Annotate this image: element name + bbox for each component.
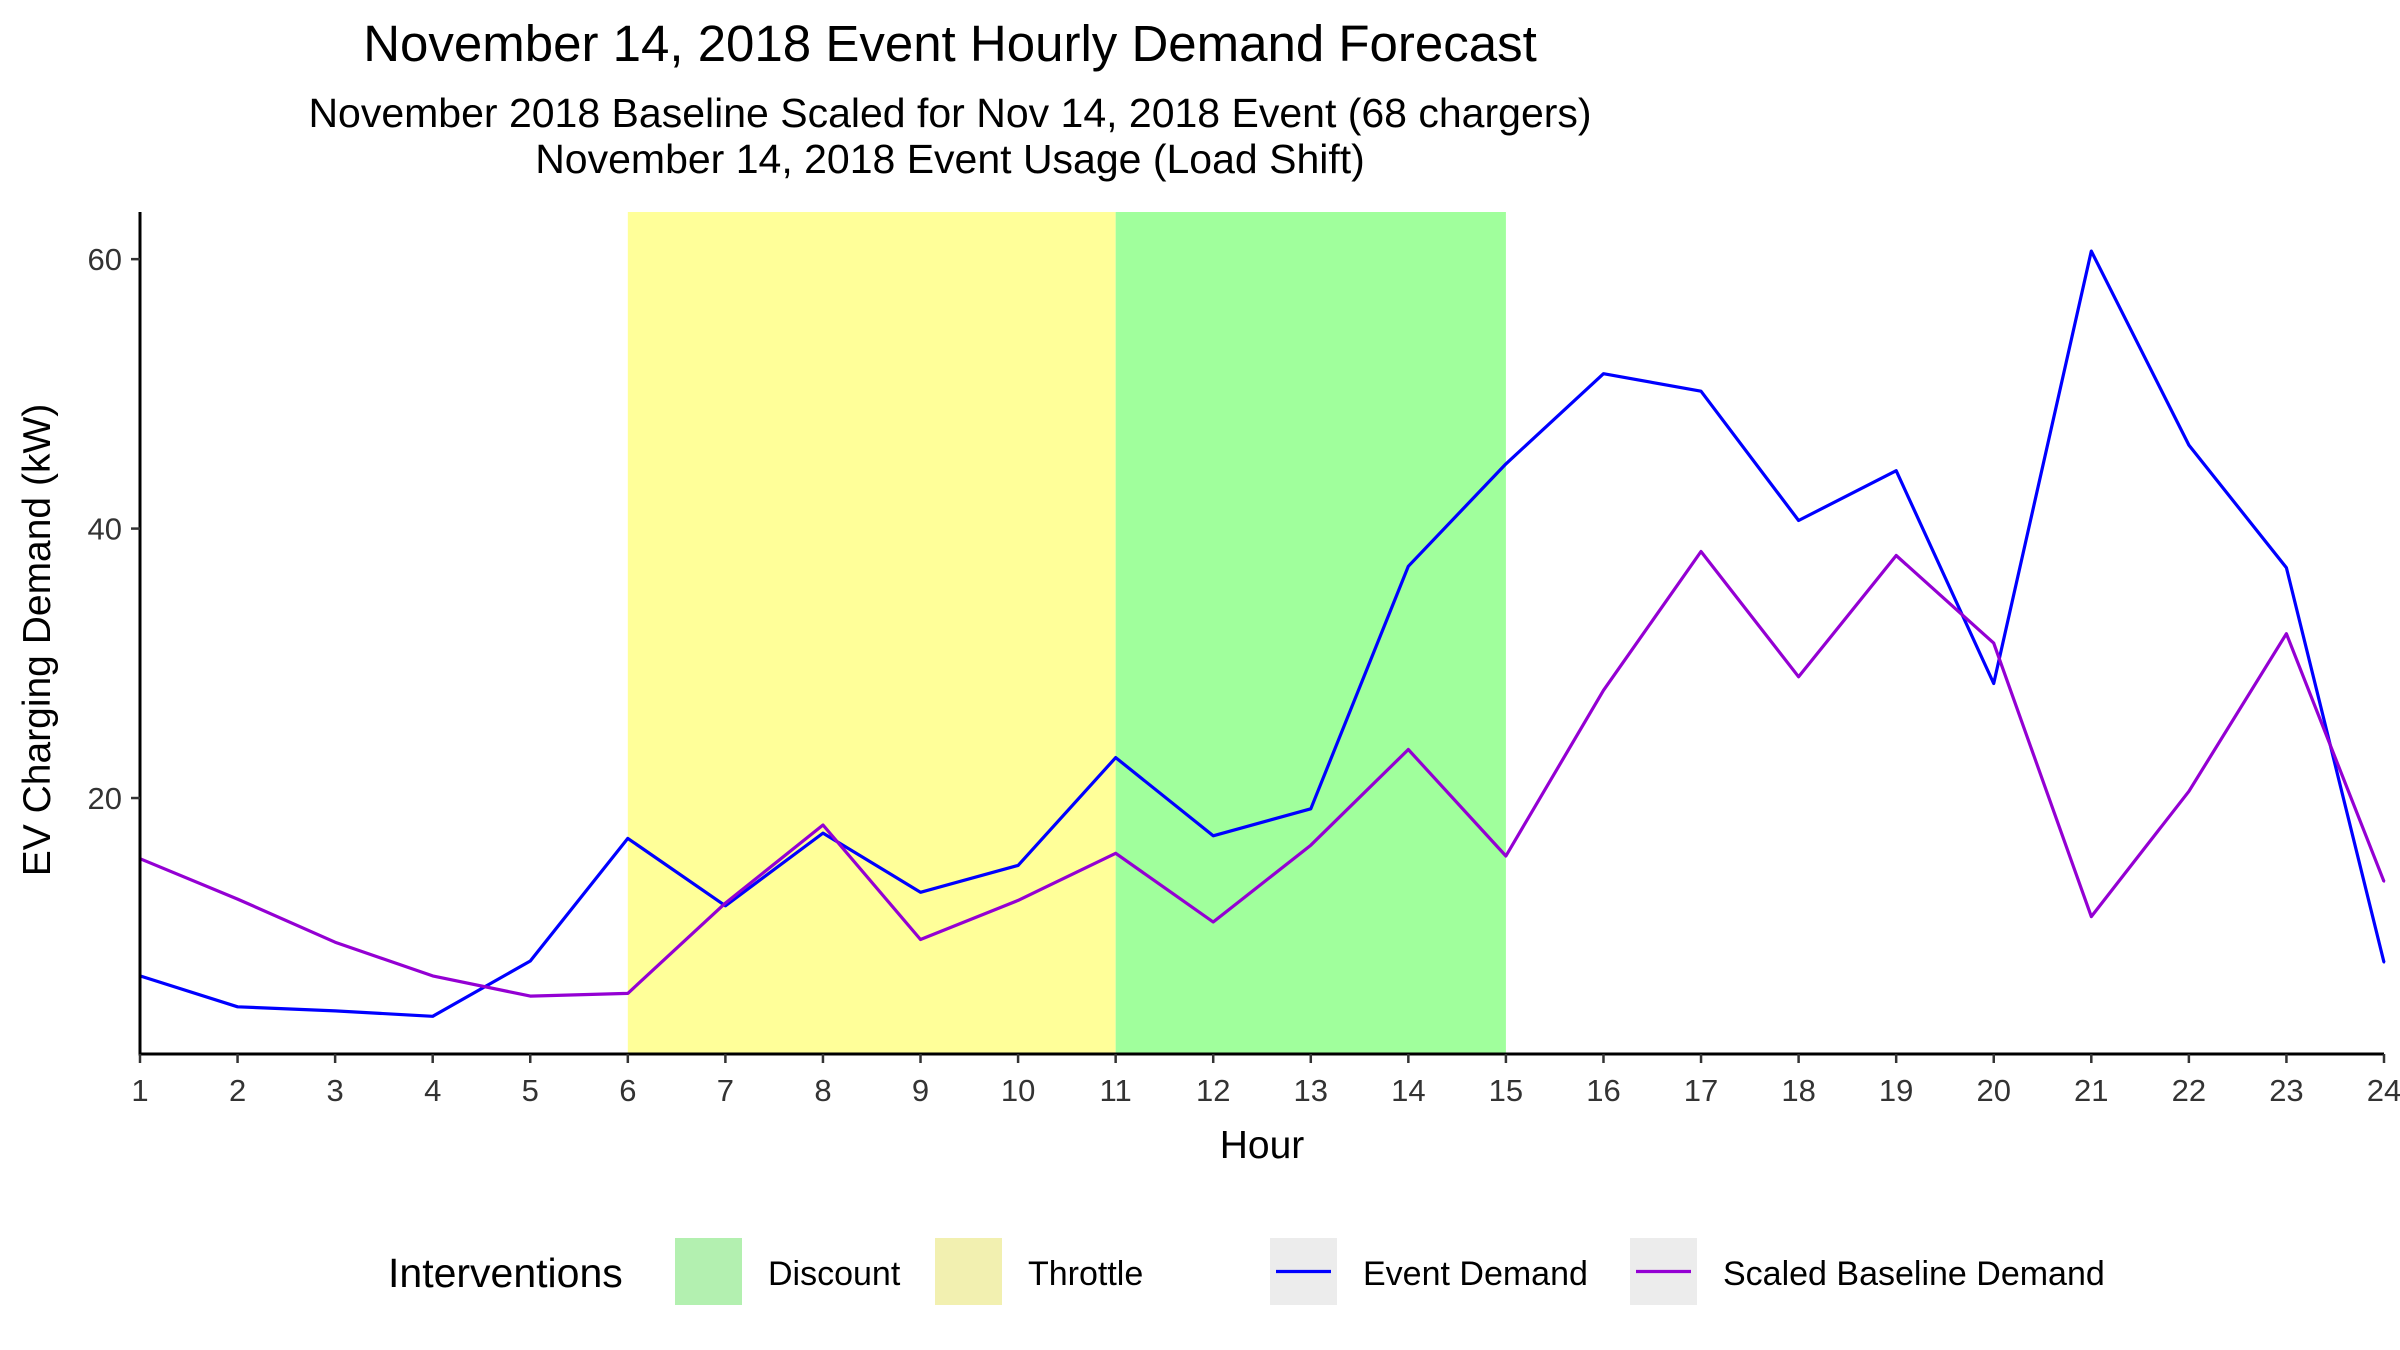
event-demand-point	[2090, 249, 2093, 253]
x-axis-title: Hour	[1220, 1124, 1305, 1167]
event-demand-point	[1016, 864, 1020, 867]
scaled-baseline-demand-point	[2285, 632, 2288, 635]
scaled-baseline-demand-point	[2382, 880, 2386, 883]
event-demand-point	[919, 891, 922, 894]
x-tick-label: 8	[814, 1073, 831, 1108]
event-demand-point	[1992, 682, 1995, 685]
x-tick-label: 23	[2269, 1073, 2303, 1108]
scaled-baseline-demand-point	[1212, 920, 1215, 924]
x-tick-label: 4	[424, 1073, 441, 1108]
y-tick-label: 40	[88, 512, 122, 547]
chart-subtitle-line-1: November 2018 Baseline Scaled for Nov 14…	[308, 90, 1592, 136]
scaled-baseline-demand-point	[1602, 689, 1605, 692]
event-demand-point	[2382, 961, 2386, 964]
x-tick-label: 7	[717, 1073, 734, 1108]
discount-band	[1115, 212, 1506, 1054]
event-demand-point	[1894, 469, 1898, 472]
event-demand-point	[1602, 372, 1605, 375]
x-tick-label: 6	[619, 1073, 636, 1108]
x-tick-label: 11	[1100, 1073, 1132, 1108]
discount-legend-label: Discount	[768, 1255, 901, 1293]
chart-title: November 14, 2018 Event Hourly Demand Fo…	[363, 15, 1537, 72]
x-tick-label: 1	[131, 1073, 148, 1108]
x-tick-label: 18	[1781, 1073, 1815, 1108]
chart-subtitle-line-2: November 14, 2018 Event Usage (Load Shif…	[535, 136, 1365, 182]
x-tick-label: 12	[1196, 1073, 1230, 1108]
legend: Interventions Discount Throttle Event Dema…	[388, 1238, 2105, 1305]
scaled-baseline-demand-line	[139, 549, 2386, 998]
x-tick-label: 24	[2367, 1073, 2400, 1108]
event-demand-point	[2285, 566, 2288, 569]
event-demand-point	[2187, 443, 2191, 447]
x-tick-label: 2	[229, 1073, 246, 1108]
scaled-baseline-demand-point	[1797, 675, 1800, 678]
event-demand-point	[1309, 807, 1312, 811]
x-tick-label: 14	[1391, 1073, 1425, 1108]
x-tick-label: 10	[1001, 1073, 1035, 1108]
x-tick-label: 13	[1294, 1073, 1328, 1108]
event-demand-point	[1114, 756, 1117, 759]
x-axis-ticks: 1 2 3 4 5 6 7 8 9 10 11 12 13 14 15 16 17 18 19 20 21 22 23 24	[131, 1054, 2400, 1108]
x-tick-label: 22	[2172, 1073, 2206, 1108]
series-lines	[138, 249, 2386, 1018]
scaled-baseline-demand-point	[236, 897, 239, 901]
scaled-baseline-demand-legend-label: Scaled Baseline Demand	[1723, 1255, 2105, 1293]
scaled-baseline-demand-point	[1504, 854, 1508, 858]
x-tick-label: 9	[912, 1073, 929, 1108]
x-tick-label: 3	[327, 1073, 344, 1108]
scaled-baseline-demand-point	[1016, 899, 1020, 902]
scaled-baseline-demand-point	[626, 992, 630, 995]
x-tick-label: 15	[1489, 1073, 1523, 1108]
throttle-band	[627, 212, 1116, 1054]
x-tick-label: 19	[1879, 1073, 1913, 1108]
scaled-baseline-demand-point	[1894, 554, 1898, 557]
event-demand-point	[236, 1005, 239, 1009]
event-demand-point	[333, 1009, 337, 1013]
throttle-legend-key	[935, 1238, 1002, 1305]
legend-title: Interventions	[388, 1250, 623, 1296]
event-demand-point	[1797, 519, 1800, 522]
x-tick-label: 16	[1586, 1073, 1620, 1108]
event-demand-point	[431, 1015, 434, 1018]
throttle-legend-label: Throttle	[1028, 1255, 1143, 1293]
scaled-baseline-demand-point	[919, 938, 922, 941]
scaled-baseline-demand-point	[1407, 748, 1410, 751]
axes	[138, 212, 2384, 1056]
event-demand-point	[821, 831, 825, 835]
x-tick-label: 21	[2074, 1073, 2108, 1108]
x-tick-label: 5	[522, 1073, 539, 1108]
discount-legend-key	[675, 1238, 742, 1305]
scaled-baseline-demand-point	[724, 901, 727, 905]
scaled-baseline-demand-point	[1309, 843, 1312, 847]
event-demand-point	[1407, 565, 1410, 568]
event-demand-point	[1504, 462, 1508, 466]
scaled-baseline-demand-point	[529, 994, 532, 998]
y-axis-ticks: 20 40 60	[88, 242, 140, 816]
event-demand-line	[139, 249, 2386, 1018]
x-tick-label: 17	[1684, 1073, 1718, 1108]
y-tick-label: 60	[88, 242, 122, 277]
event-demand-point	[626, 837, 630, 840]
y-tick-label: 20	[88, 781, 122, 816]
event-demand-point	[1212, 834, 1215, 837]
scaled-baseline-demand-point	[431, 974, 434, 978]
x-tick-label: 20	[1976, 1073, 2010, 1108]
event-demand-point	[1699, 389, 1703, 393]
scaled-baseline-demand-point	[1699, 550, 1703, 553]
y-axis-title: EV Charging Demand (kW)	[16, 404, 59, 877]
event-demand-point	[529, 959, 532, 963]
event-demand-legend-label: Event Demand	[1363, 1255, 1588, 1293]
scaled-baseline-demand-point	[1992, 641, 1995, 645]
scaled-baseline-demand-point	[1114, 852, 1117, 855]
scaled-baseline-demand-point	[333, 940, 337, 944]
scaled-baseline-demand-point	[821, 823, 825, 827]
intervention-bands	[627, 212, 1506, 1054]
scaled-baseline-demand-point	[2090, 915, 2093, 918]
scaled-baseline-demand-point	[2187, 790, 2191, 793]
